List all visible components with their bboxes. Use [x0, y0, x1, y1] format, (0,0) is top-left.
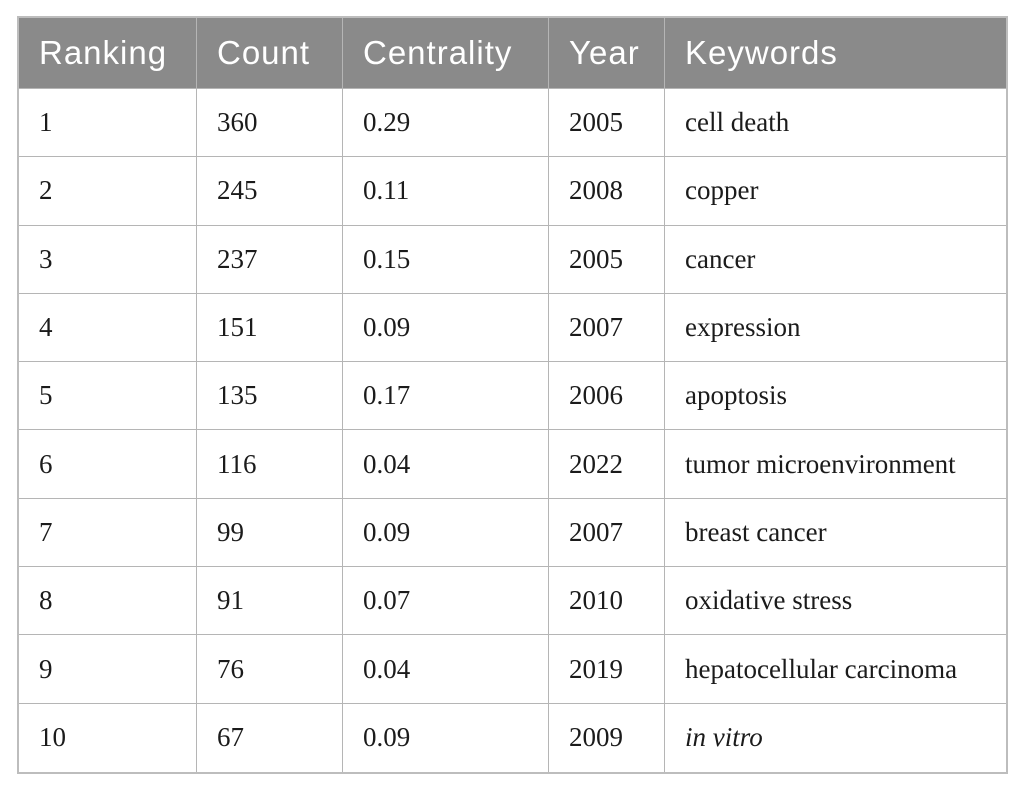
cell-keywords: apoptosis [665, 362, 1006, 431]
cell-year: 2008 [549, 157, 665, 226]
cell-year: 2010 [549, 567, 665, 636]
cell-keywords: cell death [665, 89, 1006, 158]
cell-keywords: hepatocellular carcinoma [665, 635, 1006, 704]
cell-ranking: 4 [19, 293, 197, 363]
cell-count: 245 [197, 157, 343, 226]
cell-count: 116 [197, 430, 343, 499]
cell-keywords: oxidative stress [665, 567, 1006, 636]
cell-year: 2005 [549, 89, 665, 158]
cell-ranking: 1 [19, 89, 197, 158]
cell-count: 135 [197, 362, 343, 431]
cell-centrality: 0.15 [343, 225, 549, 294]
cell-centrality: 0.04 [343, 430, 549, 499]
cell-count: 91 [197, 567, 343, 636]
cell-centrality: 0.07 [343, 567, 549, 636]
cell-year: 2007 [549, 293, 665, 363]
cell-count: 151 [197, 293, 343, 363]
keywords-ranking-table: Ranking Count Centrality Year Keywords 1… [17, 16, 1008, 774]
cell-count: 99 [197, 498, 343, 568]
cell-ranking: 10 [19, 703, 197, 772]
cell-keywords: tumor microenvironment [665, 430, 1006, 499]
cell-centrality: 0.17 [343, 362, 549, 431]
cell-keywords: cancer [665, 225, 1006, 294]
cell-ranking: 8 [19, 567, 197, 636]
cell-ranking: 6 [19, 430, 197, 499]
cell-keywords: copper [665, 157, 1006, 226]
cell-count: 76 [197, 635, 343, 704]
cell-ranking: 9 [19, 635, 197, 704]
cell-count: 237 [197, 225, 343, 294]
cell-keywords: breast cancer [665, 498, 1006, 568]
cell-year: 2009 [549, 703, 665, 772]
cell-year: 2022 [549, 430, 665, 499]
cell-ranking: 3 [19, 225, 197, 294]
column-header-count: Count [197, 18, 343, 89]
cell-keywords: in vitro [665, 703, 1006, 772]
cell-ranking: 7 [19, 498, 197, 568]
cell-ranking: 2 [19, 157, 197, 226]
cell-centrality: 0.29 [343, 89, 549, 158]
cell-centrality: 0.09 [343, 703, 549, 772]
cell-count: 360 [197, 89, 343, 158]
cell-year: 2006 [549, 362, 665, 431]
cell-keywords: expression [665, 293, 1006, 363]
cell-ranking: 5 [19, 362, 197, 431]
column-header-centrality: Centrality [343, 18, 549, 89]
column-header-ranking: Ranking [19, 18, 197, 89]
cell-count: 67 [197, 703, 343, 772]
column-header-year: Year [549, 18, 665, 89]
cell-centrality: 0.09 [343, 498, 549, 568]
cell-centrality: 0.09 [343, 293, 549, 363]
cell-year: 2019 [549, 635, 665, 704]
cell-centrality: 0.11 [343, 157, 549, 226]
column-header-keywords: Keywords [665, 18, 1006, 89]
cell-year: 2005 [549, 225, 665, 294]
cell-centrality: 0.04 [343, 635, 549, 704]
cell-year: 2007 [549, 498, 665, 568]
